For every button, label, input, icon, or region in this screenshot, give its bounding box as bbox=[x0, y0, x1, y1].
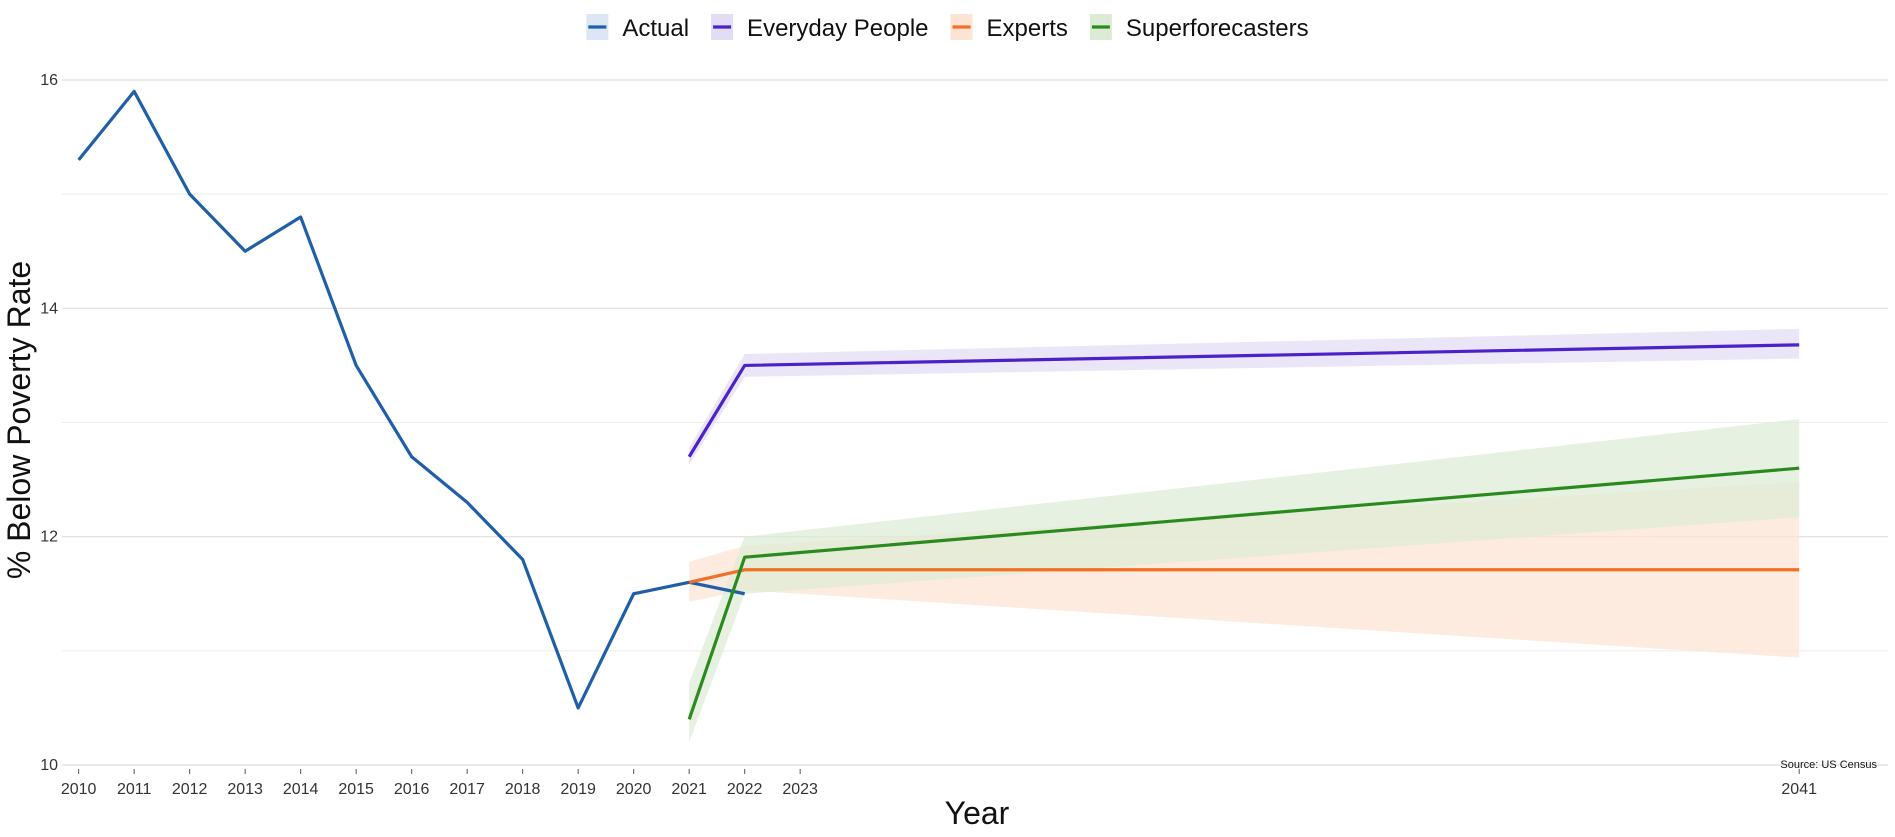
legend-item-actual: Actual bbox=[586, 14, 689, 42]
x-tick-label: 2018 bbox=[505, 781, 541, 798]
x-tick-label: 2022 bbox=[727, 781, 763, 798]
legend-label: Experts bbox=[987, 15, 1068, 42]
x-axis-title: Year bbox=[945, 795, 1010, 831]
x-tick-label: 2041 bbox=[1781, 781, 1817, 798]
series-line-actual bbox=[77, 89, 745, 710]
x-tick-label: 2020 bbox=[616, 781, 652, 798]
x-tick-label: 2021 bbox=[671, 781, 707, 798]
x-tick-label: 2014 bbox=[283, 781, 319, 798]
legend-item-superforecasters: Superforecasters bbox=[1089, 14, 1309, 42]
x-axis-ticks: 2010 2011 2012 2013 2014 2015 2016 2017 2018 2019… bbox=[61, 769, 1817, 798]
x-tick-label: 2011 bbox=[117, 781, 152, 798]
confidence-bands bbox=[689, 328, 1800, 743]
x-tick-label: 2013 bbox=[227, 781, 263, 798]
legend-item-experts: Experts bbox=[950, 14, 1068, 42]
x-tick-label: 2012 bbox=[172, 781, 208, 798]
x-tick-label: 2016 bbox=[394, 781, 430, 798]
y-axis-title: % Below Poverty Rate bbox=[1, 261, 37, 579]
y-tick-label: 14 bbox=[40, 300, 58, 317]
y-tick-label: 12 bbox=[40, 529, 58, 546]
series-line-experts bbox=[688, 568, 1800, 584]
x-tick-label: 2015 bbox=[338, 781, 374, 798]
source-note: Source: US Census bbox=[1780, 759, 1877, 771]
band-superforecasters bbox=[689, 419, 1800, 743]
legend-label: Actual bbox=[622, 15, 689, 42]
x-tick-label: 2023 bbox=[782, 781, 818, 798]
x-tick-label: 2019 bbox=[560, 781, 596, 798]
legend-label: Superforecasters bbox=[1126, 15, 1309, 42]
y-axis-ticks: 10 12 14 16 bbox=[40, 72, 58, 774]
series-line-superforecasters bbox=[687, 466, 1800, 720]
series-lines bbox=[77, 89, 1800, 720]
series-line-everyday-people bbox=[687, 343, 1800, 458]
grid-lines bbox=[62, 79, 1888, 766]
legend-item-everyday-people: Everyday People bbox=[711, 14, 929, 42]
legend-label: Everyday People bbox=[747, 15, 928, 42]
y-tick-label: 10 bbox=[40, 757, 58, 774]
x-tick-label: 2017 bbox=[449, 781, 485, 798]
band-everyday-people bbox=[689, 328, 1800, 465]
legend: Actual Everyday People Experts Superforecas… bbox=[586, 14, 1309, 42]
x-tick-label: 2010 bbox=[61, 781, 97, 798]
y-tick-label: 16 bbox=[40, 72, 58, 89]
